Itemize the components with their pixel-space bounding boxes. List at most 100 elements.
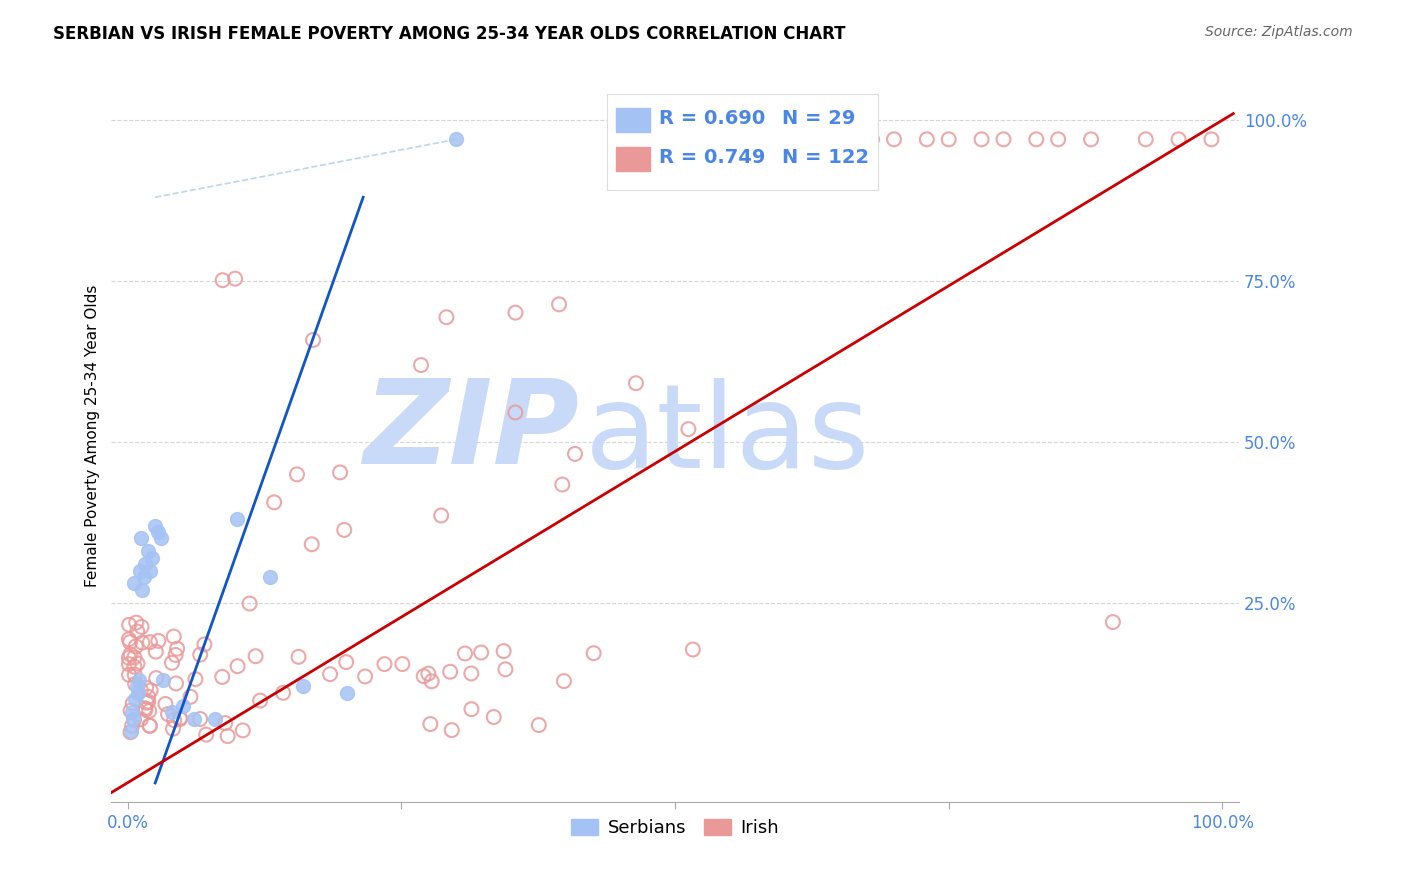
Point: [211, 273, 233, 287]
Point: [482, 710, 505, 724]
Point: [682, 642, 704, 657]
Point: [993, 132, 1015, 146]
Point: [505, 405, 527, 419]
Point: [249, 693, 271, 707]
Point: [291, 680, 314, 694]
Point: [440, 723, 463, 738]
Point: [138, 564, 160, 578]
Point: [1102, 615, 1125, 629]
Text: ZIP: ZIP: [363, 375, 579, 489]
Point: [125, 615, 148, 630]
Point: [134, 557, 156, 571]
Point: [226, 512, 249, 526]
Point: [624, 376, 647, 391]
Point: [128, 564, 150, 578]
Point: [970, 132, 993, 146]
Point: [166, 641, 188, 656]
Text: R = 0.690: R = 0.690: [659, 109, 765, 128]
Point: [118, 650, 141, 665]
Point: [160, 705, 183, 719]
Point: [118, 632, 141, 647]
Point: [131, 582, 153, 597]
Point: [664, 132, 686, 146]
Point: [120, 648, 142, 662]
Point: [139, 719, 162, 733]
Point: [232, 723, 254, 738]
Point: [1025, 132, 1047, 146]
Point: [172, 698, 194, 713]
Point: [120, 725, 142, 739]
FancyBboxPatch shape: [616, 108, 651, 132]
Point: [336, 686, 359, 700]
Point: [165, 648, 187, 662]
Point: [188, 712, 211, 726]
Point: [118, 657, 141, 672]
Point: [188, 648, 211, 662]
Point: [1167, 132, 1189, 146]
Point: [136, 690, 159, 704]
Point: [527, 718, 550, 732]
Point: [494, 662, 516, 676]
Point: [122, 713, 145, 727]
Point: [551, 477, 574, 491]
Point: [152, 673, 174, 687]
Point: [193, 637, 215, 651]
Point: [179, 690, 201, 704]
Point: [217, 729, 239, 743]
Point: [214, 716, 236, 731]
FancyBboxPatch shape: [607, 95, 877, 190]
Point: [124, 692, 146, 706]
Point: [1047, 132, 1070, 146]
Point: [1080, 132, 1102, 146]
Point: [131, 620, 153, 634]
Point: [492, 644, 515, 658]
Point: [263, 495, 285, 509]
Point: [139, 635, 162, 649]
Point: [121, 705, 143, 719]
Point: [127, 686, 149, 700]
Point: [938, 132, 960, 146]
Point: [162, 722, 184, 736]
Point: [195, 728, 218, 742]
Text: N = 122: N = 122: [782, 148, 869, 167]
Point: [125, 640, 148, 654]
Point: [548, 297, 571, 311]
Point: [125, 680, 148, 694]
Y-axis label: Female Poverty Among 25-34 Year Olds: Female Poverty Among 25-34 Year Olds: [86, 285, 100, 587]
Point: [135, 696, 157, 710]
Point: [430, 508, 453, 523]
Point: [122, 712, 145, 726]
Point: [420, 674, 443, 689]
Point: [160, 656, 183, 670]
Point: [129, 682, 152, 697]
Point: [418, 666, 440, 681]
Point: [145, 671, 167, 685]
Point: [773, 132, 796, 146]
Point: [118, 635, 141, 649]
Point: [169, 711, 191, 725]
Point: [163, 630, 186, 644]
Point: [373, 657, 395, 672]
Point: [131, 635, 153, 649]
Point: [319, 667, 342, 681]
Point: [128, 673, 150, 687]
Point: [148, 633, 170, 648]
Point: [135, 681, 157, 695]
Point: [169, 712, 191, 726]
Point: [124, 660, 146, 674]
Point: [124, 576, 146, 591]
Point: [118, 617, 141, 632]
Point: [828, 132, 851, 146]
Point: [120, 704, 142, 718]
Legend: Serbians, Irish: Serbians, Irish: [564, 812, 786, 845]
Point: [204, 712, 226, 726]
Point: [718, 132, 741, 146]
Point: [333, 523, 356, 537]
Point: [419, 717, 441, 731]
Point: [582, 646, 605, 660]
Point: [271, 686, 294, 700]
Point: [129, 712, 152, 726]
Point: [915, 132, 938, 146]
Point: [391, 657, 413, 671]
Point: [329, 466, 352, 480]
